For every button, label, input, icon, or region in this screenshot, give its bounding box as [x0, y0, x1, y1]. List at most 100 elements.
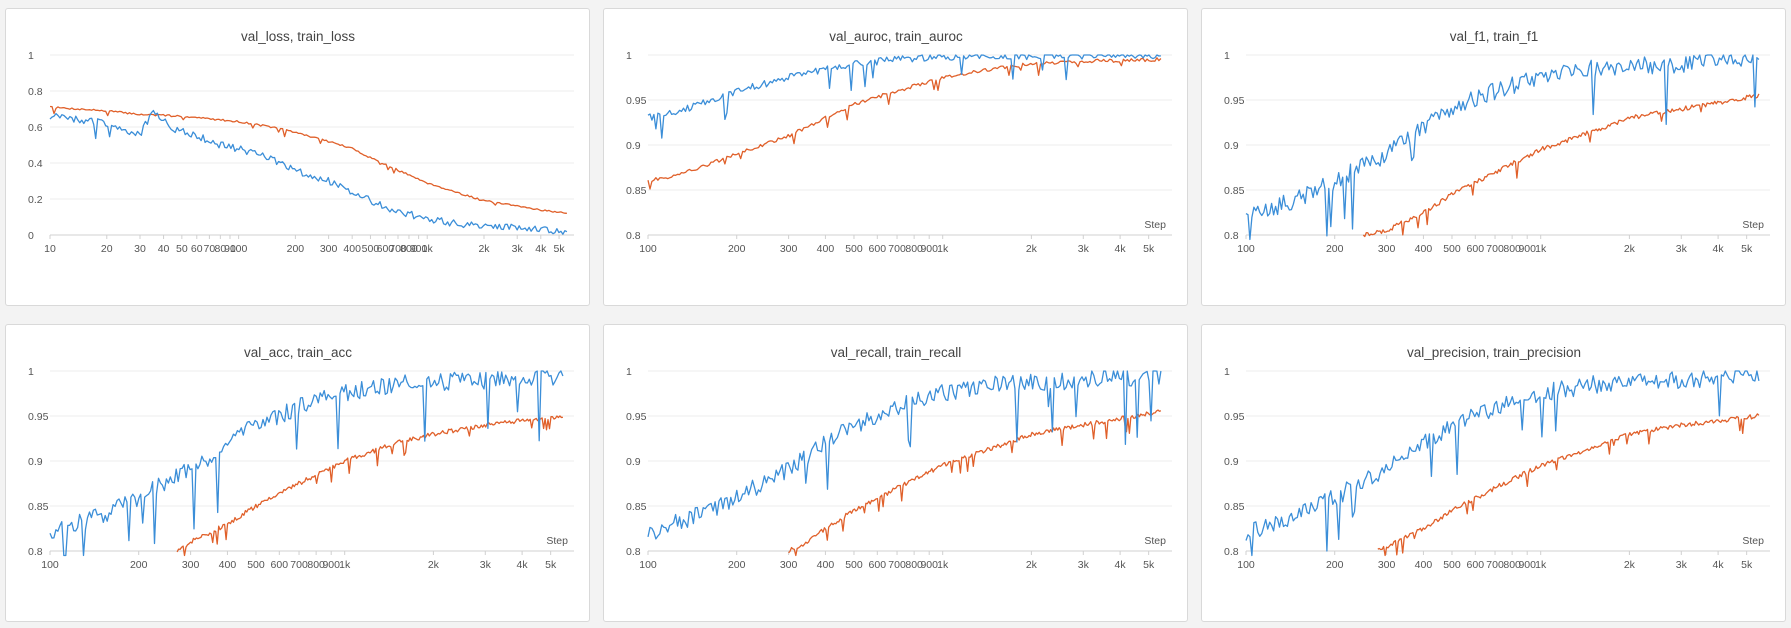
x-tick-label: 700: [1486, 559, 1504, 571]
x-tick-label: 500: [845, 243, 863, 255]
y-tick-label: 0.2: [28, 194, 43, 206]
y-tick-label: 0.8: [626, 546, 641, 558]
x-tick-label: 4k: [535, 243, 547, 255]
y-tick-label: 0.9: [28, 456, 43, 468]
x-tick-label: 2k: [478, 243, 490, 255]
x-tick-label: 4k: [517, 559, 529, 571]
chart-panel-acc: val_acc, train_acc 0.8 0.85 0.9 0.95 1 100 200 3…: [5, 324, 590, 622]
x-tick-label: 600: [869, 243, 887, 255]
x-tick-label: 2k: [428, 559, 440, 571]
val-series-line: [49, 370, 564, 557]
x-tick-label: 100: [1237, 559, 1255, 571]
y-tick-label: 0.85: [1224, 501, 1245, 513]
y-tick-label: 0.8: [1224, 546, 1239, 558]
x-tick-label: 400: [817, 559, 835, 571]
x-tick-label: 700: [888, 559, 906, 571]
y-tick-label: 0.95: [1224, 95, 1245, 107]
x-tick-label: 3k: [512, 243, 524, 255]
x-tick-label: 400: [1415, 243, 1433, 255]
train-series-line: [1377, 413, 1760, 557]
chart-title: val_precision, train_precision: [1407, 345, 1581, 360]
train-series-line: [49, 105, 567, 214]
x-tick-label: 5k: [1143, 243, 1155, 255]
x-tick-label: 800: [905, 559, 923, 571]
val-series-line: [647, 370, 1162, 540]
x-tick-label: 5k: [1741, 559, 1753, 571]
y-tick-label: 0.85: [1224, 185, 1245, 197]
x-tick-label: 700: [888, 243, 906, 255]
x-tick-label: 900: [1518, 559, 1536, 571]
x-tick-label: 700: [389, 243, 407, 255]
chart-title: val_auroc, train_auroc: [829, 29, 963, 44]
x-tick-label: 700: [290, 559, 308, 571]
chart-panel-loss: val_loss, train_loss 0 0.2 0.4 0.6 0.8 1 10 20 30…: [5, 8, 590, 306]
x-tick-label: 3k: [1676, 243, 1688, 255]
y-tick-label: 0.95: [626, 411, 647, 423]
x-tick-label: 600: [869, 559, 887, 571]
x-tick-label: 1k: [1535, 559, 1547, 571]
x-tick-label: 70: [204, 243, 216, 255]
x-tick-label: 400: [817, 243, 835, 255]
x-tick-label: 80: [214, 243, 226, 255]
chart-title: val_f1, train_f1: [1450, 29, 1539, 44]
chart-auroc: val_auroc, train_auroc 0.8 0.85 0.9 0.95 1 100…: [626, 29, 1172, 255]
x-tick-label: 200: [728, 559, 746, 571]
x-tick-label: 300: [182, 559, 200, 571]
x-tick-label: 600: [271, 559, 289, 571]
y-tick-label: 1: [28, 50, 34, 62]
x-tick-label: 3k: [1078, 243, 1090, 255]
y-tick-label: 1: [626, 366, 632, 378]
x-tick-label: 200: [287, 243, 305, 255]
chart-loss: val_loss, train_loss 0 0.2 0.4 0.6 0.8 1 10 20 30…: [28, 29, 574, 255]
x-tick-label: 2k: [1026, 243, 1038, 255]
chart-panel-f1: val_f1, train_f1 0.8 0.85 0.9 0.95 1 100 200 300…: [1201, 8, 1786, 306]
x-tick-label: 2k: [1026, 559, 1038, 571]
chart-panel-precision: val_precision, train_precision 0.8 0.85 0.9…: [1201, 324, 1786, 622]
x-tick-label: 500: [1443, 559, 1461, 571]
x-tick-label: 4k: [1115, 559, 1127, 571]
chart-recall: val_recall, train_recall 0.8 0.85 0.9 0.95 1 1…: [626, 345, 1172, 571]
x-tick-label: 1k: [937, 559, 949, 571]
val-series-line: [1245, 370, 1760, 557]
x-tick-label: 90: [224, 243, 236, 255]
x-tick-label: 800: [1503, 243, 1521, 255]
chart-title: val_loss, train_loss: [241, 29, 355, 44]
x-tick-label: 400: [1415, 559, 1433, 571]
y-tick-label: 1: [1224, 366, 1230, 378]
y-tick-label: 0.9: [1224, 140, 1239, 152]
x-tick-label: 900: [1518, 243, 1536, 255]
x-tick-label: 3k: [1676, 559, 1688, 571]
y-tick-label: 0.8: [626, 230, 641, 242]
y-tick-label: 0.6: [28, 122, 43, 134]
x-axis-label: Step: [1742, 219, 1764, 231]
chart-panel-recall: val_recall, train_recall 0.8 0.85 0.9 0.95 1 1…: [603, 324, 1188, 622]
x-tick-label: 600: [377, 243, 395, 255]
x-tick-label: 50: [176, 243, 188, 255]
val-series-line: [647, 54, 1161, 139]
x-tick-label: 300: [780, 243, 798, 255]
x-tick-label: 200: [130, 559, 148, 571]
x-tick-label: 100: [1237, 243, 1255, 255]
y-tick-label: 1: [626, 50, 632, 62]
x-tick-label: 800: [400, 243, 418, 255]
y-tick-label: 0.85: [28, 501, 49, 513]
chart-title: val_recall, train_recall: [831, 345, 962, 360]
val-series-line: [49, 109, 568, 235]
chart-title: val_acc, train_acc: [244, 345, 352, 360]
x-tick-label: 2k: [1624, 559, 1636, 571]
y-tick-label: 0.4: [28, 158, 43, 170]
chart-panel-auroc: val_auroc, train_auroc 0.8 0.85 0.9 0.95 1 100…: [603, 8, 1188, 306]
x-tick-label: 500: [362, 243, 380, 255]
y-tick-label: 0.9: [626, 140, 641, 152]
x-tick-label: 500: [247, 559, 265, 571]
y-tick-label: 0.85: [626, 185, 647, 197]
x-axis-label: Step: [1144, 535, 1166, 547]
y-tick-label: 0.9: [1224, 456, 1239, 468]
x-tick-label: 900: [322, 559, 340, 571]
x-tick-label: 500: [1443, 243, 1461, 255]
x-tick-label: 600: [1467, 559, 1485, 571]
train-series-line: [176, 415, 563, 557]
x-tick-label: 300: [1378, 243, 1396, 255]
x-tick-label: 1k: [1535, 243, 1547, 255]
y-tick-label: 0: [28, 230, 34, 242]
